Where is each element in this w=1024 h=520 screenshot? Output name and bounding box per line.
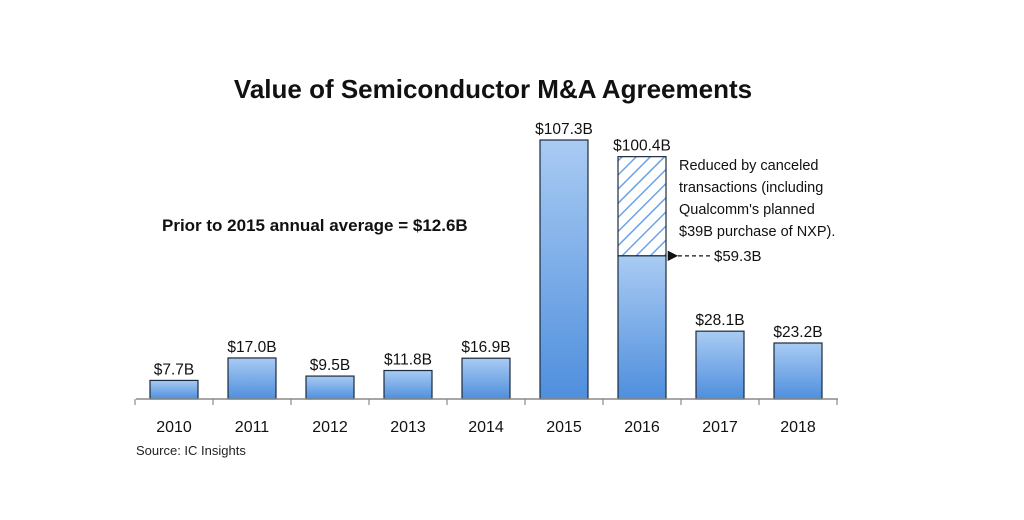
x-tick-label: 2010 bbox=[156, 419, 192, 436]
data-label: $23.2B bbox=[773, 324, 822, 341]
data-label: $17.0B bbox=[227, 339, 276, 356]
chart-title: Value of Semiconductor M&A Agreements bbox=[234, 74, 752, 104]
bar bbox=[539, 139, 589, 400]
data-label: $28.1B bbox=[695, 312, 744, 329]
bars-layer bbox=[149, 139, 823, 400]
x-tick-label: 2013 bbox=[390, 419, 426, 436]
bar bbox=[149, 379, 199, 400]
x-tick-label: 2014 bbox=[468, 419, 504, 436]
bar bbox=[227, 357, 277, 400]
source-note: Source: IC Insights bbox=[136, 443, 246, 458]
x-tick-label: 2011 bbox=[235, 419, 270, 436]
reduced-note-line: Qualcomm's planned bbox=[679, 202, 815, 218]
bar bbox=[383, 369, 433, 400]
labels-layer: $7.7B $17.0B $9.5B $11.8B $16.9B $107.3B $100.… bbox=[154, 121, 823, 378]
x-tick-label: 2017 bbox=[702, 419, 738, 436]
data-label: $100.4B bbox=[613, 138, 671, 155]
x-tick-label: 2018 bbox=[780, 419, 816, 436]
x-tick-label: 2015 bbox=[546, 419, 582, 436]
bar bbox=[773, 342, 823, 400]
reduced-note: Reduced by canceled transactions (includ… bbox=[679, 158, 835, 240]
reduced-value-label: $59.3B bbox=[714, 248, 762, 265]
reduced-note-line: Reduced by canceled bbox=[679, 158, 818, 174]
bar bbox=[617, 255, 667, 400]
x-axis: 2010 2011 2012 2013 2014 2015 2016 2017 2018 bbox=[134, 398, 838, 436]
average-annotation: Prior to 2015 annual average = $12.6B bbox=[162, 216, 468, 235]
data-label: $9.5B bbox=[310, 357, 351, 374]
x-tick-label: 2016 bbox=[624, 419, 660, 436]
data-label: $11.8B bbox=[384, 352, 432, 369]
bar-canceled-portion bbox=[617, 156, 667, 257]
reduced-note-line: $39B purchase of NXP). bbox=[679, 224, 835, 240]
data-label: $107.3B bbox=[535, 121, 593, 138]
data-label: $16.9B bbox=[461, 339, 510, 356]
bar bbox=[695, 330, 745, 400]
x-tick-label: 2012 bbox=[312, 419, 348, 436]
reduced-arrow: $59.3B bbox=[667, 248, 762, 265]
data-label: $7.7B bbox=[154, 361, 195, 378]
reduced-note-line: transactions (including bbox=[679, 180, 823, 196]
bar bbox=[461, 357, 511, 400]
bar bbox=[305, 375, 355, 400]
